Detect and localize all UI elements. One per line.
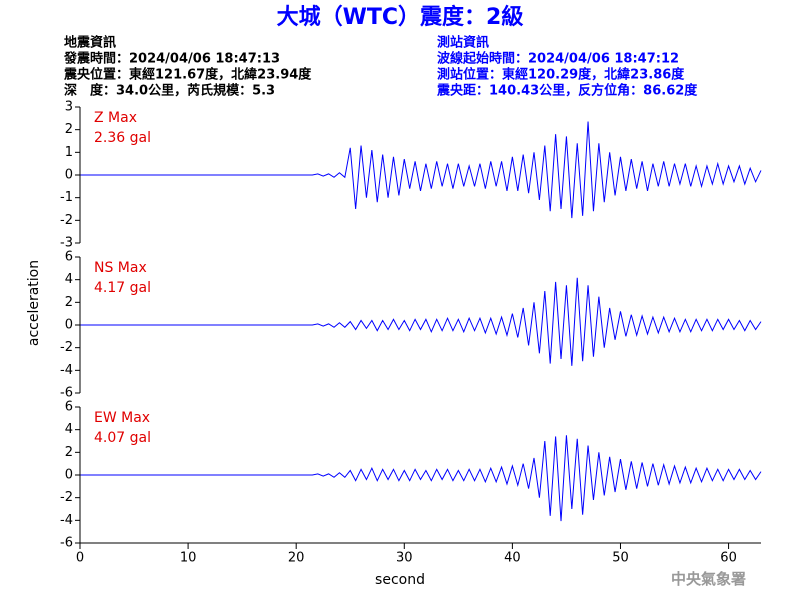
y-tick-label: -1 [60,190,73,205]
info-right: 震央距：140.43公里，反方位角：86.62度 [436,83,698,99]
y-tick-label: 2 [65,295,73,310]
y-tick-label: 6 [65,250,73,265]
y-tick-label: -4 [60,363,73,378]
y-tick-label: 6 [65,400,73,415]
y-tick-label: 2 [65,445,73,460]
series-name: Z Max [94,110,137,126]
info-right: 測站位置：東經120.29度，北緯23.86度 [437,67,685,83]
waveform [80,277,762,366]
info-right: 測站資訊 [437,35,489,51]
y-tick-label: 4 [65,422,73,437]
x-tick-label: 50 [612,551,629,566]
y-tick-label: 0 [65,168,73,183]
max-label: 4.07 gal [94,430,151,446]
max-label: 4.17 gal [94,280,151,296]
y-tick-label: -4 [60,513,73,528]
x-tick-label: 20 [288,551,305,566]
x-tick-label: 40 [504,551,521,566]
y-tick-label: 0 [65,318,73,333]
y-tick-label: -6 [60,386,73,401]
x-tick-label: 0 [76,551,84,566]
x-tick-label: 60 [720,551,737,566]
footer: 中央氣象署 [671,570,746,588]
x-tick-label: 30 [396,551,413,566]
x-tick-label: 10 [180,551,197,566]
y-tick-label: 4 [65,272,73,287]
info-left: 發震時間：2024/04/06 18:47:13 [63,51,280,67]
waveform [80,435,762,522]
y-tick-label: -2 [60,340,73,355]
y-tick-label: -6 [60,536,73,551]
info-left: 地震資訊 [64,35,116,51]
x-axis-label: second [375,572,425,588]
y-tick-label: -2 [60,213,73,228]
y-tick-label: -2 [60,490,73,505]
series-name: EW Max [94,410,150,426]
y-tick-label: -3 [60,236,73,251]
y-tick-label: 1 [65,145,73,160]
waveform [80,121,762,219]
info-left: 深 度：34.0公里，芮氏規模：5.3 [64,83,275,99]
series-name: NS Max [94,260,147,276]
y-tick-label: 3 [65,100,73,115]
chart-title: 大城（WTC）震度：2級 [277,4,524,30]
y-axis-label: acceleration [26,260,42,346]
info-left: 震央位置：東經121.67度，北緯23.94度 [63,67,312,83]
y-tick-label: 0 [65,468,73,483]
info-right: 波線起始時間：2024/04/06 18:47:12 [437,51,679,67]
max-label: 2.36 gal [94,130,151,146]
y-tick-label: 2 [65,122,73,137]
